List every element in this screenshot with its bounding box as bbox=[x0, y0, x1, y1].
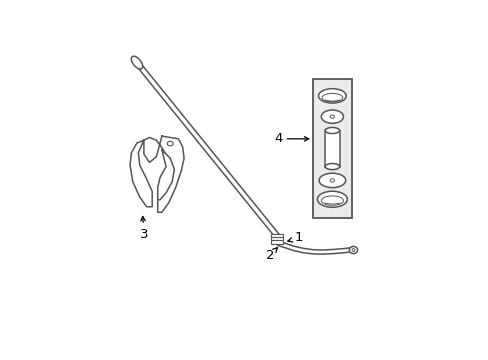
Ellipse shape bbox=[131, 56, 142, 69]
Bar bbox=[312, 79, 351, 218]
Ellipse shape bbox=[319, 173, 345, 188]
Polygon shape bbox=[325, 131, 339, 167]
Ellipse shape bbox=[321, 196, 343, 205]
Ellipse shape bbox=[329, 115, 334, 118]
Ellipse shape bbox=[317, 191, 346, 207]
Text: 2: 2 bbox=[265, 248, 277, 262]
Polygon shape bbox=[135, 61, 280, 239]
Text: 1: 1 bbox=[287, 231, 303, 244]
Polygon shape bbox=[277, 241, 350, 254]
Polygon shape bbox=[143, 136, 183, 212]
Ellipse shape bbox=[329, 179, 334, 182]
Text: 3: 3 bbox=[140, 216, 148, 241]
Ellipse shape bbox=[348, 246, 357, 253]
Ellipse shape bbox=[318, 89, 346, 103]
Ellipse shape bbox=[321, 93, 342, 102]
Bar bbox=[270, 237, 282, 240]
Text: 4: 4 bbox=[274, 132, 282, 145]
Ellipse shape bbox=[167, 141, 173, 146]
Polygon shape bbox=[158, 150, 174, 200]
Ellipse shape bbox=[321, 110, 343, 123]
Polygon shape bbox=[130, 140, 152, 207]
Ellipse shape bbox=[325, 163, 339, 170]
Ellipse shape bbox=[325, 127, 339, 134]
Bar bbox=[270, 234, 282, 237]
Ellipse shape bbox=[351, 249, 354, 251]
Bar bbox=[270, 240, 282, 244]
